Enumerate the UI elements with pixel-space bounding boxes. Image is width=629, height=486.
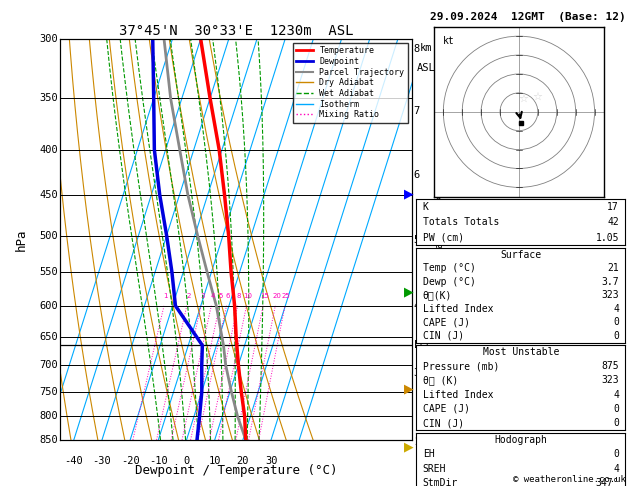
Text: 875: 875 xyxy=(601,361,619,371)
Text: 300: 300 xyxy=(39,34,58,44)
Text: 20: 20 xyxy=(237,456,249,466)
Text: Lifted Index: Lifted Index xyxy=(423,304,493,314)
Text: EH: EH xyxy=(423,449,435,459)
Text: 3: 3 xyxy=(200,293,204,299)
Text: -20: -20 xyxy=(121,456,140,466)
Text: CIN (J): CIN (J) xyxy=(423,331,464,341)
Text: km: km xyxy=(420,43,432,53)
Text: ▶: ▶ xyxy=(404,441,414,453)
Text: 0: 0 xyxy=(613,404,619,414)
Text: 700: 700 xyxy=(39,360,58,370)
Text: 0: 0 xyxy=(613,331,619,341)
Text: LCL: LCL xyxy=(414,340,431,350)
Text: 4: 4 xyxy=(613,304,619,314)
Text: 29.09.2024  12GMT  (Base: 12): 29.09.2024 12GMT (Base: 12) xyxy=(430,12,626,22)
Text: 4: 4 xyxy=(211,293,215,299)
Text: ASL: ASL xyxy=(416,63,435,73)
Text: 21: 21 xyxy=(607,263,619,273)
Text: 6: 6 xyxy=(226,293,230,299)
Text: 750: 750 xyxy=(39,387,58,397)
Text: 20: 20 xyxy=(272,293,281,299)
Text: 2: 2 xyxy=(186,293,191,299)
Text: 3: 3 xyxy=(414,368,420,378)
Text: 0: 0 xyxy=(184,456,190,466)
Text: 600: 600 xyxy=(39,301,58,311)
Text: ▶: ▶ xyxy=(404,285,414,298)
Text: ☆: ☆ xyxy=(532,91,542,102)
Text: 5: 5 xyxy=(219,293,223,299)
Text: 323: 323 xyxy=(601,376,619,385)
Text: 5: 5 xyxy=(414,235,420,245)
Text: CIN (J): CIN (J) xyxy=(423,418,464,428)
Text: Temp (°C): Temp (°C) xyxy=(423,263,476,273)
Text: ▶: ▶ xyxy=(404,382,414,395)
Text: 800: 800 xyxy=(39,412,58,421)
Text: 2: 2 xyxy=(414,437,420,447)
Text: 30: 30 xyxy=(265,456,277,466)
Text: ▶: ▶ xyxy=(404,188,414,201)
Text: -10: -10 xyxy=(149,456,168,466)
Text: 550: 550 xyxy=(39,267,58,277)
Text: 350: 350 xyxy=(39,93,58,103)
Text: 1: 1 xyxy=(164,293,168,299)
Text: 8: 8 xyxy=(237,293,242,299)
Text: Mixing Ratio (g/kg): Mixing Ratio (g/kg) xyxy=(435,184,445,295)
Text: 3.7: 3.7 xyxy=(601,277,619,287)
Text: Surface: Surface xyxy=(500,250,542,260)
Y-axis label: hPa: hPa xyxy=(14,228,27,251)
Text: 323: 323 xyxy=(601,290,619,300)
Legend: Temperature, Dewpoint, Parcel Trajectory, Dry Adiabat, Wet Adiabat, Isotherm, Mi: Temperature, Dewpoint, Parcel Trajectory… xyxy=(293,43,408,122)
Text: 6: 6 xyxy=(414,170,420,180)
Text: 4: 4 xyxy=(414,301,420,311)
Text: 0: 0 xyxy=(613,449,619,459)
Text: 15: 15 xyxy=(260,293,269,299)
Text: Lifted Index: Lifted Index xyxy=(423,390,493,399)
Text: 10: 10 xyxy=(208,456,221,466)
Text: Most Unstable: Most Unstable xyxy=(482,347,559,357)
Text: θᴇ (K): θᴇ (K) xyxy=(423,376,458,385)
Text: K: K xyxy=(423,202,428,212)
Text: Totals Totals: Totals Totals xyxy=(423,217,499,227)
Text: Hodograph: Hodograph xyxy=(494,435,547,445)
Text: 650: 650 xyxy=(39,331,58,342)
Text: 42: 42 xyxy=(607,217,619,227)
Text: 0: 0 xyxy=(613,418,619,428)
Text: -30: -30 xyxy=(92,456,111,466)
Text: Dewp (°C): Dewp (°C) xyxy=(423,277,476,287)
Text: ☆: ☆ xyxy=(519,93,529,104)
Text: θᴇ(K): θᴇ(K) xyxy=(423,290,452,300)
Text: 7: 7 xyxy=(414,106,420,116)
Text: 25: 25 xyxy=(282,293,291,299)
Text: 347°: 347° xyxy=(596,478,619,486)
Text: 850: 850 xyxy=(39,435,58,445)
X-axis label: Dewpoint / Temperature (°C): Dewpoint / Temperature (°C) xyxy=(135,464,337,477)
Text: 450: 450 xyxy=(39,190,58,200)
Text: CAPE (J): CAPE (J) xyxy=(423,404,470,414)
Text: StmDir: StmDir xyxy=(423,478,458,486)
Text: 8: 8 xyxy=(414,44,420,54)
Text: -40: -40 xyxy=(64,456,83,466)
Text: PW (cm): PW (cm) xyxy=(423,233,464,243)
Text: 4: 4 xyxy=(613,464,619,473)
Text: 10: 10 xyxy=(243,293,252,299)
Text: 17: 17 xyxy=(607,202,619,212)
Text: 0: 0 xyxy=(613,317,619,328)
Text: Pressure (mb): Pressure (mb) xyxy=(423,361,499,371)
Title: 37°45'N  30°33'E  1230m  ASL: 37°45'N 30°33'E 1230m ASL xyxy=(119,24,353,38)
Text: CAPE (J): CAPE (J) xyxy=(423,317,470,328)
Text: kt: kt xyxy=(443,36,455,46)
Text: 1.05: 1.05 xyxy=(596,233,619,243)
Text: SREH: SREH xyxy=(423,464,446,473)
Text: 400: 400 xyxy=(39,145,58,155)
Text: 500: 500 xyxy=(39,230,58,241)
Text: 4: 4 xyxy=(613,390,619,399)
Text: © weatheronline.co.uk: © weatheronline.co.uk xyxy=(513,474,626,484)
